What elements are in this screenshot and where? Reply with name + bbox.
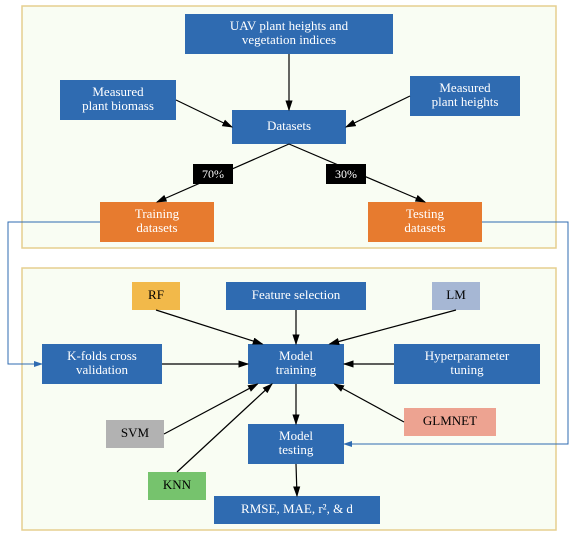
node-mtrain-label: Modeltraining xyxy=(276,348,317,377)
node-uav-label: UAV plant heights andvegetation indices xyxy=(230,18,349,47)
node-knn-label: KNN xyxy=(163,477,192,492)
node-testing-label: Testingdatasets xyxy=(404,206,445,235)
node-metrics-label: RMSE, MAE, r², & d xyxy=(241,501,353,516)
node-kfold-label: K-folds crossvalidation xyxy=(67,348,137,377)
node-rf-label: RF xyxy=(148,287,164,302)
node-training-label: Trainingdatasets xyxy=(135,206,180,235)
node-svm-label: SVM xyxy=(121,425,150,440)
node-heights-label: Measuredplant heights xyxy=(432,80,499,109)
node-datasets-label: Datasets xyxy=(267,118,311,133)
node-lm-label: LM xyxy=(446,287,466,302)
node-biomass-label: Measuredplant biomass xyxy=(82,84,154,113)
node-feature-label: Feature selection xyxy=(252,287,341,302)
node-mtest-label: Modeltesting xyxy=(279,428,314,457)
node-glmnet-label: GLMNET xyxy=(423,413,477,428)
